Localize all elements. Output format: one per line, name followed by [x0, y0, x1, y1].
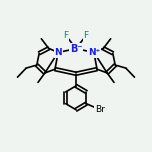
Text: N⁺: N⁺ [88, 48, 100, 57]
Text: Br: Br [95, 105, 105, 114]
Text: B⁻: B⁻ [70, 44, 82, 54]
Text: F: F [83, 31, 88, 40]
Text: F: F [64, 31, 69, 40]
Text: N: N [54, 48, 62, 57]
